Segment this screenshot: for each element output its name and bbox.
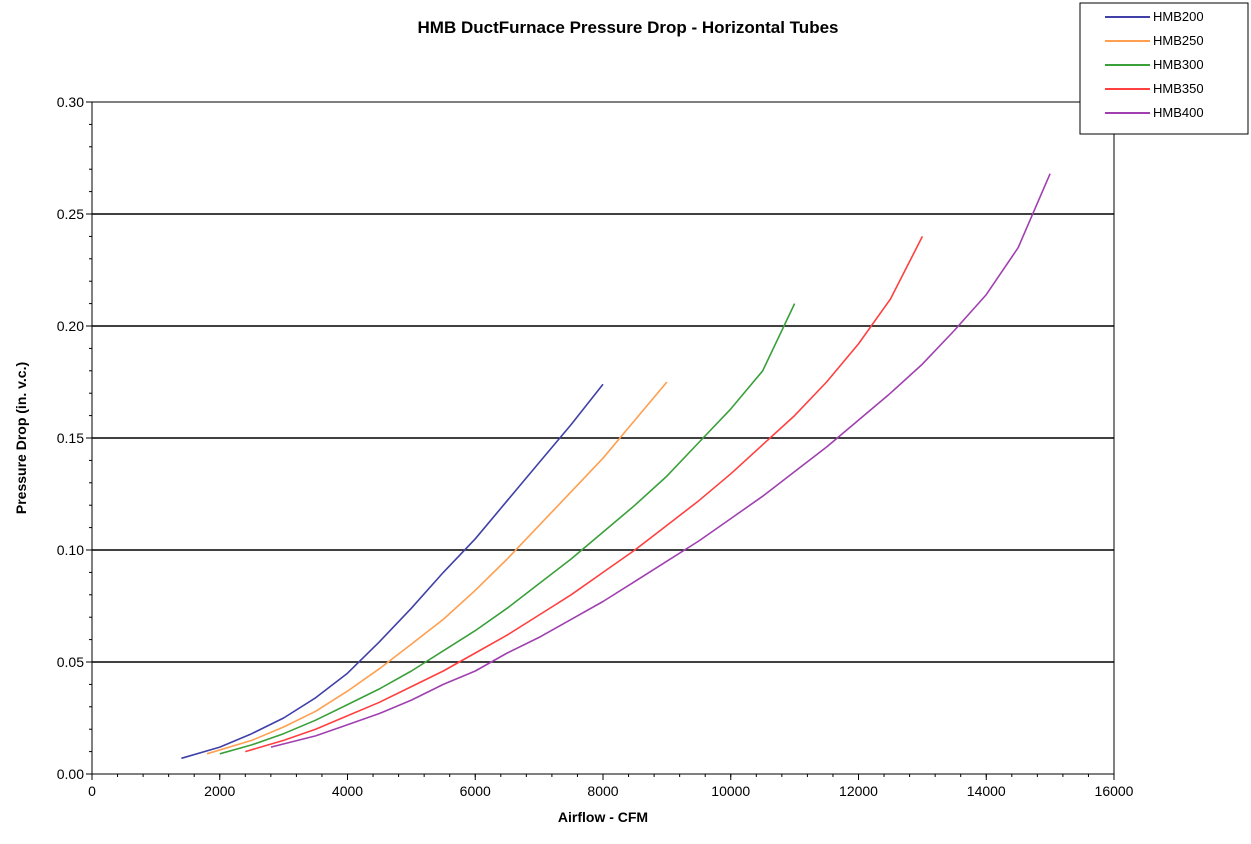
x-tick-label: 2000 xyxy=(204,783,235,799)
series-line-hmb300 xyxy=(219,303,796,755)
y-tick-label: 0.15 xyxy=(57,430,84,446)
series-line-hmb400 xyxy=(270,173,1051,748)
series-line-hmb200 xyxy=(181,383,604,760)
legend-label: HMB350 xyxy=(1153,81,1204,96)
y-tick-label: 0.30 xyxy=(57,94,84,110)
x-tick-label: 14000 xyxy=(967,783,1006,799)
y-axis-label: Pressure Drop (in. v.c.) xyxy=(13,362,29,514)
chart-title: HMB DuctFurnace Pressure Drop - Horizont… xyxy=(418,18,839,37)
y-axis: 0.00 0.05 0.10 0.15 0.20 0.25 0.30 xyxy=(57,94,92,782)
series-line-hmb250 xyxy=(206,381,668,755)
y-tick-label: 0.05 xyxy=(57,654,84,670)
x-axis: 0 2000 4000 6000 8000 10000 12000 14000 16000 xyxy=(88,774,1134,799)
gridlines xyxy=(92,213,1114,663)
legend-label: HMB200 xyxy=(1153,9,1204,24)
x-tick-label: 12000 xyxy=(839,783,878,799)
legend-label: HMB250 xyxy=(1153,33,1204,48)
x-axis-label: Airflow - CFM xyxy=(558,809,648,825)
y-tick-label: 0.10 xyxy=(57,542,84,558)
x-tick-label: 0 xyxy=(88,783,96,799)
series-lines xyxy=(181,173,1051,760)
x-tick-label: 8000 xyxy=(587,783,618,799)
x-tick-label: 16000 xyxy=(1095,783,1134,799)
x-tick-label: 10000 xyxy=(711,783,750,799)
y-tick-label: 0.00 xyxy=(57,766,84,782)
legend: HMB200 HMB250 HMB300 HMB350 HMB400 xyxy=(1079,2,1249,135)
x-tick-label: 6000 xyxy=(460,783,491,799)
legend-label: HMB400 xyxy=(1153,105,1204,120)
legend-label: HMB300 xyxy=(1153,57,1204,72)
y-tick-label: 0.20 xyxy=(57,318,84,334)
series-line-hmb350 xyxy=(245,236,924,753)
y-tick-label: 0.25 xyxy=(57,206,84,222)
x-tick-label: 4000 xyxy=(332,783,363,799)
